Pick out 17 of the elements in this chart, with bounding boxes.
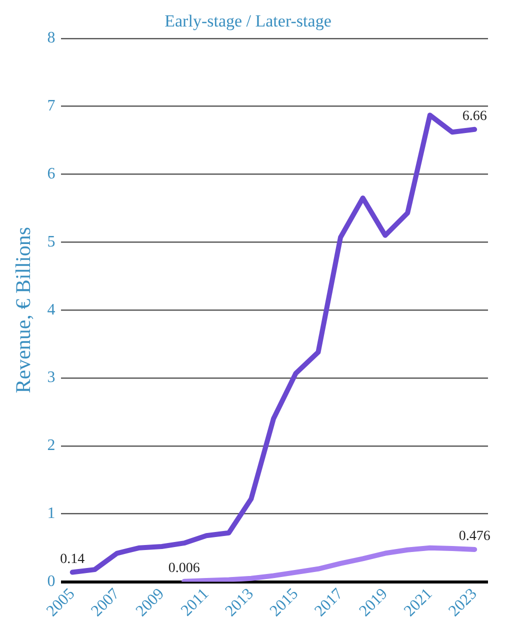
y-tick-label: 6	[47, 165, 56, 182]
y-tick-label: 4	[47, 301, 56, 318]
y-tick-label: 1	[47, 505, 56, 522]
y-tick-label: 7	[47, 98, 56, 115]
data-label: 0.006	[168, 561, 200, 576]
y-tick-label: 5	[47, 233, 56, 250]
data-label: 0.14	[60, 552, 85, 567]
x-tick-label: 2011	[178, 585, 212, 620]
y-tick-label: 2	[47, 437, 56, 454]
y-tick-label: 8	[47, 30, 56, 47]
data-label: 0.476	[458, 529, 490, 544]
y-tick-label: 3	[47, 369, 56, 386]
chart-title: Early-stage / Later-stage	[164, 12, 332, 31]
data-label: 6.66	[462, 109, 487, 124]
x-tick-label: 2021	[401, 585, 436, 620]
y-tick-label: 0	[47, 573, 56, 590]
y-axis-title: Revenue, € Billions	[11, 226, 36, 394]
